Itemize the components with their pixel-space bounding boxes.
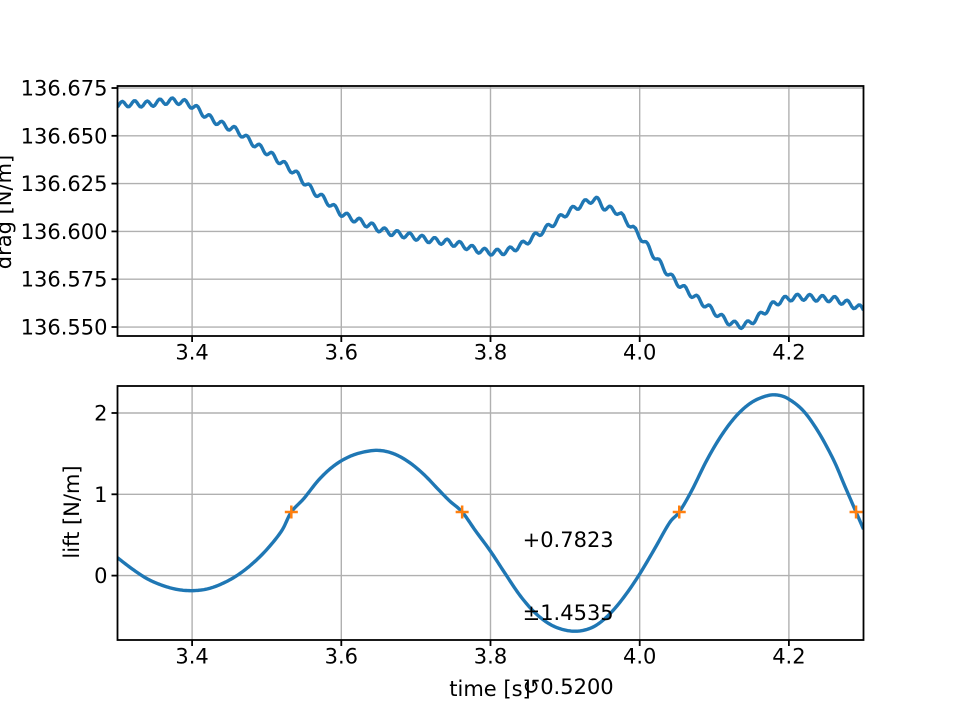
ticks	[111, 87, 790, 342]
lift-curve	[117, 393, 864, 633]
x-tick-label: 4.2	[772, 645, 805, 669]
y-tick-label: 0	[94, 564, 107, 588]
ticks	[111, 412, 790, 646]
x-tick-label: 3.4	[175, 645, 208, 669]
lift-y-axis-label: lift [N/m]	[60, 465, 84, 559]
y-tick-label: 136.575	[21, 268, 108, 292]
x-tick-label: 3.6	[325, 645, 358, 669]
y-tick-label: 136.675	[21, 77, 108, 101]
x-tick-label: 3.4	[175, 341, 208, 365]
drag-y-axis-label: drag [N/m]	[0, 154, 16, 270]
y-tick-label: 2	[94, 401, 107, 425]
drag-curve	[117, 96, 864, 331]
time-x-axis-label: time [s]	[449, 677, 531, 701]
y-tick-label: 136.600	[21, 220, 108, 244]
x-tick-label: 3.6	[325, 341, 358, 365]
tick-labels: 3.4 3.6 3.8 4.0 4.2 0 1 2	[94, 401, 805, 668]
x-tick-label: 4.0	[623, 341, 656, 365]
annotation-mean: +0.7823	[522, 527, 614, 552]
y-tick-label: 136.650	[21, 124, 108, 148]
x-tick-label: 4.0	[623, 645, 656, 669]
x-tick-label: 3.8	[474, 341, 507, 365]
y-tick-label: 136.550	[21, 316, 108, 340]
annotation-period: ↺0.5200	[522, 674, 614, 699]
crossing-markers	[284, 505, 863, 519]
x-tick-label: 3.8	[474, 645, 507, 669]
grid	[117, 86, 864, 336]
annotation-amplitude: ±1.4535	[522, 601, 614, 626]
x-tick-label: 4.2	[772, 341, 805, 365]
bottom-axes-lift: 3.4 3.6 3.8 4.0 4.2 0 1 2	[94, 385, 865, 669]
grid	[117, 386, 864, 640]
y-tick-label: 136.625	[21, 172, 108, 196]
tick-labels: 3.4 3.6 3.8 4.0 4.2 136.550 136.575 136.600 136.…	[21, 77, 806, 365]
cycle-stats-annotation: +0.7823 ±1.4535 ↺0.5200	[523, 479, 614, 720]
y-tick-label: 1	[94, 483, 107, 507]
top-axes-drag: 3.4 3.6 3.8 4.0 4.2 136.550 136.575 136.600 136.…	[21, 77, 865, 365]
